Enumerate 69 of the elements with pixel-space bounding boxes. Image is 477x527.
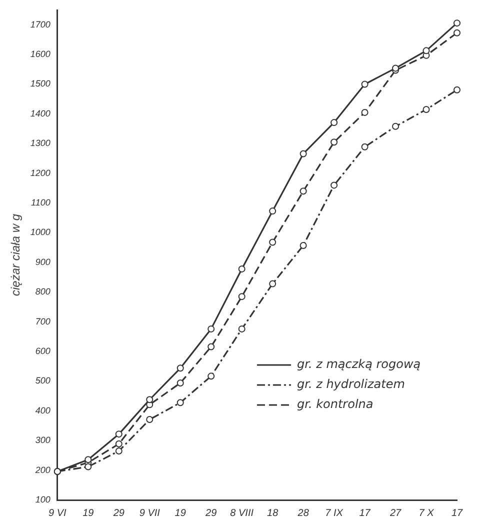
x-tick-label: 17 bbox=[359, 508, 371, 519]
point bbox=[454, 20, 460, 27]
point bbox=[392, 122, 400, 130]
point bbox=[330, 119, 338, 126]
point bbox=[115, 448, 122, 454]
y-tick-label: 900 bbox=[35, 256, 50, 267]
x-tick-label: 8 VIII bbox=[230, 508, 254, 519]
point bbox=[269, 238, 276, 246]
legend-label: gr. z hydrolizatem bbox=[297, 377, 405, 392]
point bbox=[208, 372, 215, 380]
y-tick-label: 1300 bbox=[30, 138, 50, 148]
y-tick-label: 100 bbox=[35, 494, 50, 504]
point bbox=[361, 143, 368, 150]
legend-label: gr. z mączką rogową bbox=[297, 357, 421, 372]
y-tick-label: 600 bbox=[35, 346, 50, 356]
point bbox=[330, 182, 338, 189]
point bbox=[300, 188, 307, 195]
point bbox=[84, 463, 92, 470]
point bbox=[300, 242, 307, 249]
point bbox=[330, 138, 338, 146]
point bbox=[176, 379, 184, 386]
x-tick-label: 9 VI bbox=[48, 508, 67, 519]
point bbox=[454, 29, 460, 36]
point bbox=[176, 399, 184, 406]
point bbox=[454, 86, 460, 94]
y-tick-label: 700 bbox=[35, 316, 50, 326]
point bbox=[269, 208, 276, 215]
point bbox=[238, 325, 246, 332]
x-tick-label: 17 bbox=[451, 508, 463, 519]
point bbox=[115, 430, 122, 438]
x-tick-label: 19 bbox=[174, 508, 186, 519]
x-tick-label: 29 bbox=[112, 508, 125, 519]
point bbox=[361, 80, 368, 88]
point bbox=[300, 150, 307, 158]
point bbox=[84, 456, 92, 464]
y-tick-label: 800 bbox=[35, 286, 50, 297]
x-tick-label: 29 bbox=[204, 508, 218, 519]
x-tick-label: 7 X bbox=[418, 508, 434, 519]
x-tick-label: 7 IX bbox=[325, 508, 344, 519]
point bbox=[361, 108, 368, 116]
y-tick-label: 1000 bbox=[30, 227, 50, 238]
y-tick-label: 200 bbox=[34, 464, 50, 475]
x-tick-label: 27 bbox=[388, 508, 402, 519]
point bbox=[146, 396, 154, 404]
y-axis-title: ciężar ciała w g bbox=[8, 214, 23, 296]
x-tick-label: 19 bbox=[82, 508, 94, 519]
y-tick-label: 400 bbox=[35, 405, 50, 416]
y-tick-label: 1500 bbox=[30, 78, 50, 89]
x-tick-label: 18 bbox=[267, 508, 279, 519]
point bbox=[269, 280, 276, 288]
y-tick-label: 1100 bbox=[31, 198, 50, 208]
point bbox=[238, 293, 246, 300]
point bbox=[208, 343, 215, 350]
y-tick-label: 1400 bbox=[30, 108, 50, 118]
point bbox=[146, 416, 154, 424]
point bbox=[115, 440, 122, 448]
y-tick-label: 1700 bbox=[30, 19, 50, 30]
point bbox=[208, 325, 215, 332]
y-tick-label: 300 bbox=[35, 435, 50, 446]
point bbox=[422, 106, 430, 113]
point bbox=[176, 364, 184, 372]
point bbox=[422, 47, 430, 54]
y-tick-label: 500 bbox=[35, 376, 50, 386]
x-tick-label: 9 VII bbox=[139, 508, 160, 519]
legend-label: gr. kontrolna bbox=[297, 397, 374, 412]
point bbox=[238, 265, 246, 272]
y-tick-label: 1200 bbox=[30, 168, 50, 178]
y-tick-label: 1600 bbox=[30, 49, 50, 60]
x-tick-label: 28 bbox=[296, 508, 310, 519]
